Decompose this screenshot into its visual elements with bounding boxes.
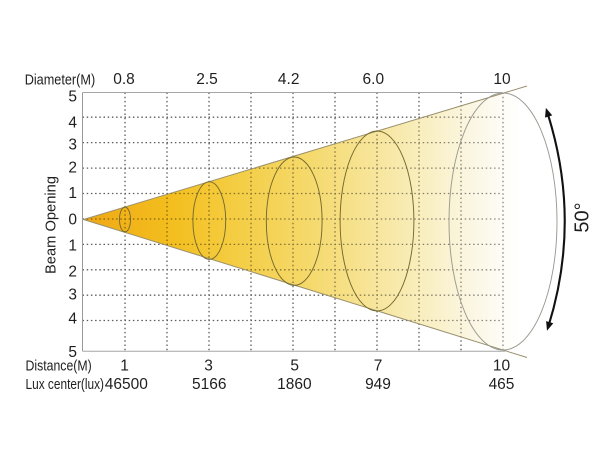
svg-text:1: 1 xyxy=(68,238,77,255)
svg-text:Diameter(M): Diameter(M) xyxy=(25,72,96,89)
svg-text:1: 1 xyxy=(68,185,77,202)
svg-text:Distance(M): Distance(M) xyxy=(26,358,92,375)
svg-text:2.5: 2.5 xyxy=(196,71,218,88)
svg-text:10: 10 xyxy=(493,358,511,375)
svg-text:5: 5 xyxy=(68,344,77,361)
svg-text:5: 5 xyxy=(290,358,299,375)
svg-text:465: 465 xyxy=(489,376,515,393)
svg-text:5: 5 xyxy=(68,89,77,106)
svg-text:0: 0 xyxy=(68,212,77,229)
svg-text:2: 2 xyxy=(68,160,77,177)
svg-text:0.8: 0.8 xyxy=(113,71,135,88)
svg-text:2: 2 xyxy=(68,264,77,281)
svg-text:3: 3 xyxy=(204,358,213,375)
svg-text:5166: 5166 xyxy=(192,376,226,393)
svg-text:1860: 1860 xyxy=(277,376,312,393)
svg-text:4.2: 4.2 xyxy=(278,71,300,88)
svg-text:Lux center(lux): Lux center(lux) xyxy=(26,376,105,393)
svg-text:949: 949 xyxy=(365,376,391,393)
svg-text:4: 4 xyxy=(68,114,77,131)
svg-text:4: 4 xyxy=(68,310,77,327)
svg-text:3: 3 xyxy=(68,137,77,154)
svg-text:Beam Opening: Beam Opening xyxy=(42,176,59,274)
svg-text:7: 7 xyxy=(374,358,383,375)
svg-text:46500: 46500 xyxy=(105,376,148,393)
svg-text:50°: 50° xyxy=(571,202,593,232)
svg-text:10: 10 xyxy=(493,71,511,88)
svg-text:3: 3 xyxy=(68,286,77,303)
svg-text:6.0: 6.0 xyxy=(363,71,385,88)
svg-text:1: 1 xyxy=(120,358,129,375)
